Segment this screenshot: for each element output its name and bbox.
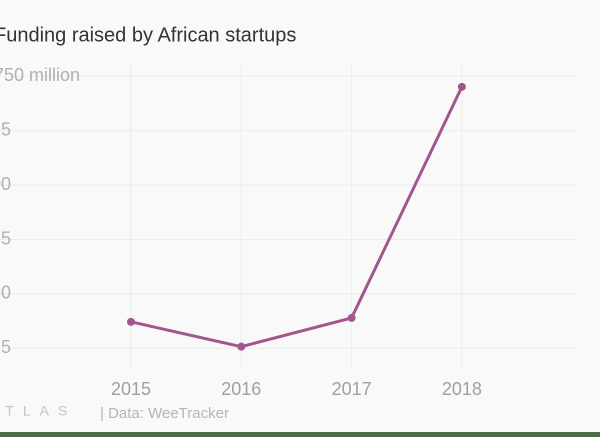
x-tick-label: 2017 xyxy=(332,379,372,399)
x-tick-label: 2015 xyxy=(111,379,151,399)
x-tick-label: 2016 xyxy=(221,379,261,399)
x-tick-label: 2018 xyxy=(442,379,482,399)
point xyxy=(237,342,246,351)
footer-bar xyxy=(0,432,600,437)
chart-title: Funding raised by African startups xyxy=(0,24,296,46)
line xyxy=(130,86,464,349)
point xyxy=(347,313,356,322)
point xyxy=(127,317,135,326)
y-tick-label: 625 xyxy=(0,119,11,139)
y-tick-label: 125 xyxy=(0,337,11,357)
y-tick-label: 750 million xyxy=(0,65,80,85)
y-tick-label: 500 xyxy=(0,174,11,194)
source: | Data: WeeTracker xyxy=(100,405,229,422)
point xyxy=(457,82,466,91)
brand: ATLAS xyxy=(0,403,76,419)
y-tick-label: 250 xyxy=(0,283,11,303)
y-tick-label: 375 xyxy=(0,228,11,248)
